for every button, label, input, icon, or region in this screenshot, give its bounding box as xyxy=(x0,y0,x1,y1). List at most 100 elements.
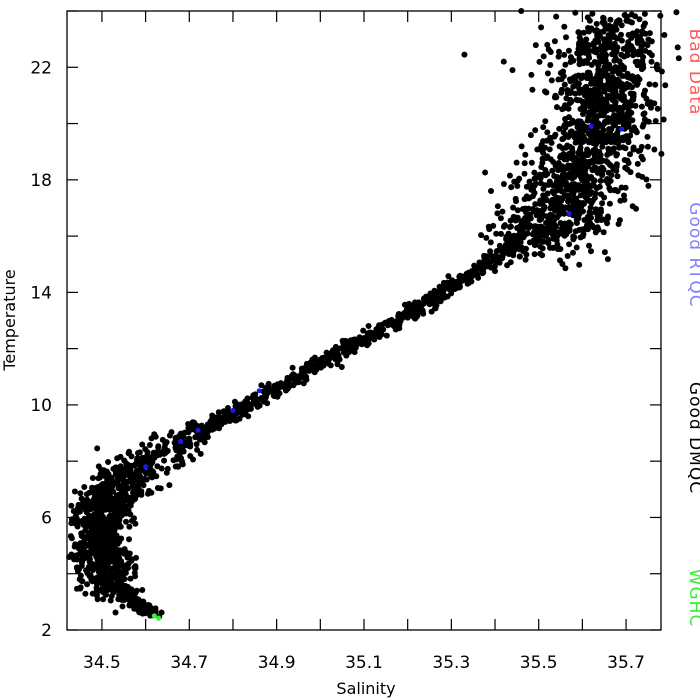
data-point-dmqc xyxy=(84,496,91,503)
data-point-dmqc xyxy=(634,160,641,167)
data-point-dmqc xyxy=(657,12,664,19)
data-point-dmqc xyxy=(539,252,546,259)
data-point-dmqc xyxy=(365,323,372,329)
data-point-dmqc xyxy=(651,146,658,153)
data-point-dmqc xyxy=(600,19,607,26)
data-point-dmqc xyxy=(142,610,149,617)
data-point-dmqc xyxy=(519,217,526,224)
data-point-dmqc xyxy=(522,205,529,212)
data-point-dmqc xyxy=(556,211,563,218)
data-point-dmqc xyxy=(73,552,80,559)
data-point-dmqc xyxy=(145,605,152,612)
data-point-dmqc xyxy=(100,596,107,603)
data-point-dmqc xyxy=(545,181,552,188)
data-point-dmqc xyxy=(552,131,559,138)
data-point-dmqc xyxy=(75,501,82,508)
data-point-dmqc xyxy=(604,92,611,99)
data-point-dmqc xyxy=(554,104,560,111)
data-point-dmqc xyxy=(180,443,187,450)
data-point-dmqc xyxy=(104,491,111,498)
data-point-dmqc xyxy=(576,206,583,213)
data-point-dmqc xyxy=(79,517,86,524)
data-point-dmqc xyxy=(144,469,150,476)
data-point-dmqc xyxy=(528,159,535,166)
data-point-dmqc xyxy=(420,295,427,302)
data-point-dmqc xyxy=(153,473,160,480)
data-point-dmqc xyxy=(406,310,413,317)
data-point-dmqc xyxy=(395,311,402,317)
data-point-dmqc xyxy=(545,46,552,53)
data-point-dmqc xyxy=(294,373,301,380)
data-point-dmqc xyxy=(602,67,609,74)
data-point-dmqc xyxy=(609,89,616,95)
data-point-dmqc xyxy=(660,116,667,123)
data-point-dmqc xyxy=(621,97,628,104)
data-point-dmqc xyxy=(258,395,265,401)
data-point-dmqc xyxy=(586,242,592,249)
data-point-dmqc xyxy=(618,37,625,44)
data-point-dmqc xyxy=(131,515,137,522)
data-point-dmqc xyxy=(632,102,639,109)
data-point-dmqc xyxy=(100,570,107,577)
data-point-dmqc xyxy=(118,594,125,601)
data-point-dmqc xyxy=(133,587,140,594)
data-point-dmqc xyxy=(554,241,561,248)
data-point-good-rtqc xyxy=(195,427,201,433)
data-point-dmqc xyxy=(568,205,575,212)
data-point-dmqc xyxy=(497,215,504,222)
data-point-dmqc xyxy=(582,170,589,177)
data-point-dmqc xyxy=(511,236,518,243)
data-point-dmqc xyxy=(532,127,539,134)
data-point-dmqc xyxy=(606,200,613,207)
data-point-dmqc xyxy=(516,253,523,260)
data-point-dmqc xyxy=(136,606,143,613)
data-point-dmqc xyxy=(540,171,547,178)
data-point-dmqc xyxy=(545,216,552,222)
data-point-dmqc xyxy=(590,138,597,145)
data-point-dmqc xyxy=(597,33,603,40)
x-tick-label: 34.5 xyxy=(83,653,121,673)
data-point-dmqc xyxy=(560,73,567,80)
data-point-dmqc xyxy=(593,185,600,192)
data-point-dmqc xyxy=(558,203,565,210)
x-tick-label: 35.5 xyxy=(520,653,558,673)
data-point-dmqc xyxy=(576,227,583,233)
data-point-dmqc xyxy=(603,73,610,79)
data-point-dmqc xyxy=(519,222,526,229)
data-point-dmqc xyxy=(161,457,168,464)
data-point-dmqc xyxy=(315,360,321,366)
data-point-dmqc xyxy=(553,183,560,190)
data-point-dmqc xyxy=(620,53,627,60)
data-point-dmqc xyxy=(551,190,557,197)
data-point-dmqc xyxy=(136,457,142,464)
data-point-dmqc xyxy=(499,208,506,215)
data-point-dmqc xyxy=(475,274,482,281)
data-point-good-rtqc xyxy=(588,123,594,129)
data-point-dmqc xyxy=(581,41,588,48)
data-point-dmqc xyxy=(580,186,587,193)
data-point-dmqc xyxy=(652,118,659,124)
data-point-dmqc xyxy=(572,81,579,88)
data-point-dmqc xyxy=(551,38,558,45)
data-point-dmqc xyxy=(531,169,538,176)
data-point-dmqc xyxy=(618,22,625,29)
data-point-dmqc xyxy=(512,195,519,202)
data-point-dmqc xyxy=(498,230,504,237)
data-point-dmqc xyxy=(644,133,651,140)
data-point-dmqc xyxy=(366,330,373,337)
data-point-dmqc xyxy=(464,280,471,287)
data-point-dmqc xyxy=(585,152,592,158)
data-point-dmqc xyxy=(228,411,235,418)
legend-entry-good-rtqc: Good RTQC xyxy=(685,202,700,307)
legend: Bad Data Good RTQC Good DMQC WGHC xyxy=(685,29,700,628)
data-point-dmqc xyxy=(580,60,587,67)
scatter-points xyxy=(66,8,682,621)
data-point-dmqc xyxy=(596,54,603,61)
data-point-dmqc xyxy=(426,301,433,308)
data-point-dmqc xyxy=(245,413,252,420)
data-point-dmqc xyxy=(193,441,200,448)
x-tick-labels: 34.5 34.7 34.9 35.1 35.3 35.5 35.7 xyxy=(83,653,645,673)
data-point-dmqc xyxy=(585,47,592,54)
data-point-dmqc xyxy=(140,598,147,605)
